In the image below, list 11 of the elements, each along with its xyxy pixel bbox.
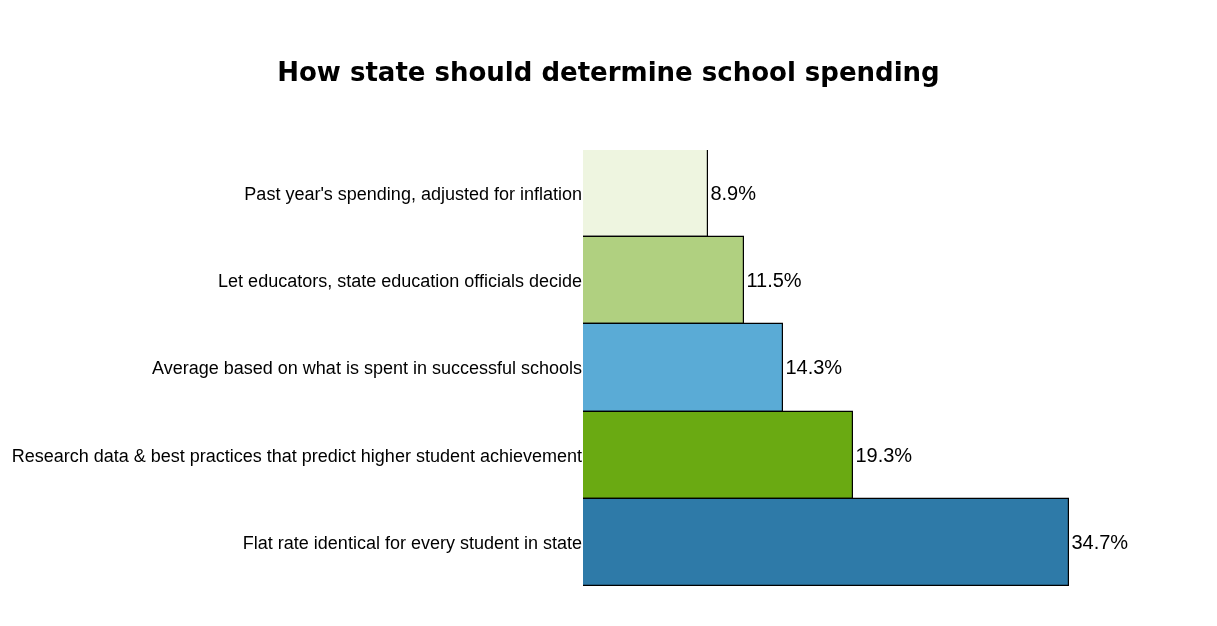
y-tick-label: Research data & best practices that predict higher student achievement	[11, 445, 582, 466]
data-label: 19.3%	[855, 443, 913, 466]
data-label: 11.5%	[746, 268, 802, 291]
data-label: 8.9%	[710, 181, 757, 204]
y-tick-label: Past year's spending, adjusted for inflation	[244, 183, 582, 204]
data-label: 14.3%	[785, 356, 843, 379]
y-tick-label: Flat rate identical for every student in state	[242, 532, 582, 553]
y-tick-label: Average based on what is spent in successful schools	[152, 358, 582, 379]
y-tick-label: Let educators, state education officials decide	[218, 271, 582, 292]
data-label: 34.7%	[1071, 530, 1129, 553]
chart-title: How state should determine school spending	[277, 56, 940, 87]
